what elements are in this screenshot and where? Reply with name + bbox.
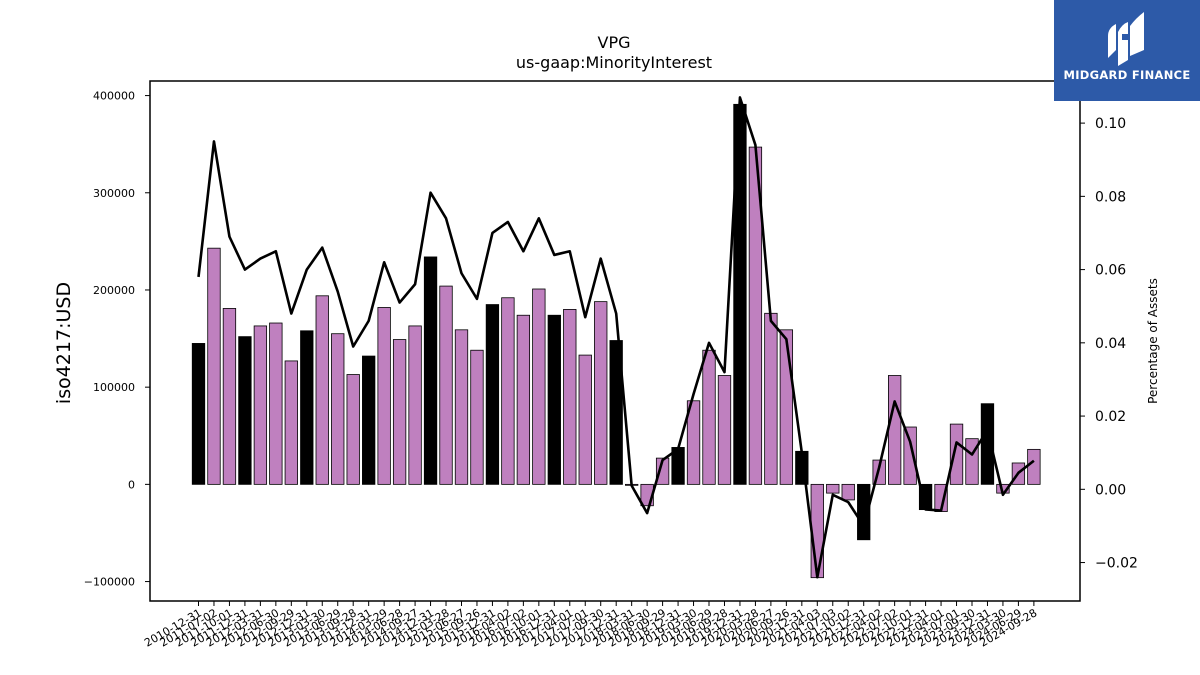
bar	[841, 483, 855, 501]
logo-text: MIDGARD FINANCE	[1063, 68, 1191, 82]
bar	[284, 360, 298, 485]
bar	[392, 339, 407, 485]
bar	[253, 325, 268, 485]
y2-tick-label: 0.00	[1095, 482, 1126, 498]
bar	[269, 322, 283, 485]
y-tick-label: 400000	[93, 90, 135, 103]
bar	[191, 343, 206, 485]
bar	[207, 247, 221, 485]
chart-subtitle: us-gaap:MinorityInterest	[516, 53, 712, 72]
bar	[439, 285, 453, 485]
line-layer	[197, 96, 1035, 579]
bar	[516, 314, 531, 485]
bar	[377, 307, 391, 485]
y2-tick-label: −0.02	[1095, 556, 1138, 572]
bar	[408, 325, 422, 485]
bar	[315, 295, 329, 485]
y-tick-label: 100000	[93, 381, 135, 394]
percentage-line	[197, 96, 1035, 579]
bar	[222, 308, 237, 485]
plot-frame	[149, 80, 1081, 602]
bar	[485, 304, 500, 485]
y-tick-label: 200000	[93, 284, 135, 297]
bar	[563, 309, 577, 485]
bar	[501, 297, 515, 485]
bar	[980, 403, 995, 485]
bars-layer	[191, 103, 1041, 579]
bar	[362, 355, 376, 485]
bar	[779, 329, 794, 485]
y-axis-label: iso4217:USD	[53, 282, 75, 404]
bar	[300, 330, 314, 485]
bar	[609, 340, 623, 485]
bar	[888, 375, 902, 485]
bar	[238, 336, 252, 485]
axes-layer: −100000 0 100000 200000 300000 400000 −0.02 0.0…	[84, 90, 1138, 650]
bar	[532, 288, 546, 485]
bar	[857, 483, 871, 541]
y2-tick-label: 0.02	[1095, 409, 1126, 425]
y2-tick-label: 0.08	[1095, 189, 1126, 205]
y-tick-label: −100000	[84, 576, 135, 589]
bar	[1027, 448, 1041, 485]
bar	[826, 483, 840, 494]
bar	[764, 312, 778, 485]
midgard-logo-icon	[1108, 12, 1144, 66]
bar	[810, 483, 824, 579]
y2-axis-label: Percentage of Assets	[1146, 278, 1160, 404]
bar	[949, 423, 964, 485]
y-tick-label: 0	[128, 478, 135, 491]
bar	[331, 333, 345, 485]
bar	[454, 329, 469, 485]
y2-tick-label: 0.04	[1095, 336, 1126, 352]
bar	[702, 349, 716, 485]
y-tick-label: 300000	[93, 187, 135, 200]
bar	[346, 374, 360, 485]
bar	[470, 349, 484, 485]
brand-logo: MIDGARD FINANCE	[1054, 0, 1200, 101]
bar	[547, 314, 561, 485]
bar	[686, 400, 701, 485]
bar	[903, 426, 917, 485]
bar	[717, 375, 732, 485]
y2-tick-label: 0.06	[1095, 263, 1126, 279]
chart-title: VPG	[598, 33, 631, 52]
bar	[655, 457, 670, 485]
bar	[423, 256, 438, 485]
bar	[594, 301, 608, 485]
y2-tick-label: 0.10	[1095, 116, 1126, 132]
bar	[578, 354, 592, 485]
